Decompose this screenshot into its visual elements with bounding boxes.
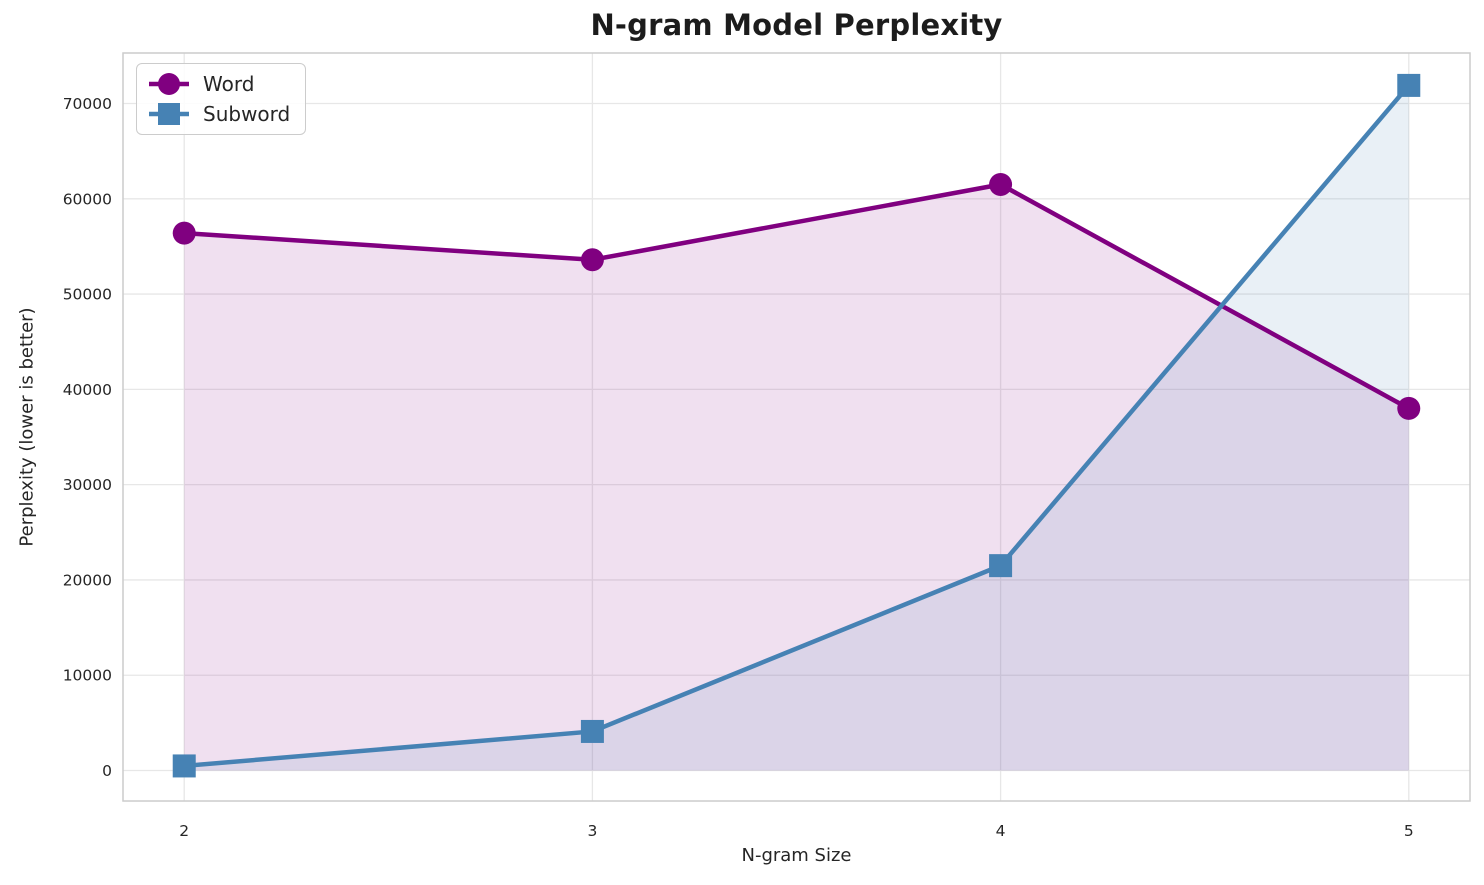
x-tick-label: 5 [1404, 822, 1414, 840]
data-point-subword [989, 554, 1013, 578]
area-fill-subword [184, 85, 1409, 771]
area-fill-word [184, 184, 1409, 771]
chart-title: N-gram Model Perplexity [590, 8, 1003, 42]
data-point-word [1397, 396, 1421, 420]
x-tick-label: 4 [996, 822, 1006, 840]
legend-item-word: Word [147, 69, 290, 99]
x-tick-label: 3 [587, 822, 597, 840]
x-axis-label: N-gram Size [741, 845, 852, 866]
y-tick-label: 10000 [63, 667, 112, 685]
data-point-subword [172, 754, 196, 778]
y-tick-label: 60000 [63, 190, 112, 208]
data-point-word [989, 172, 1013, 196]
legend: Word Subword [136, 63, 307, 135]
y-tick-label: 70000 [63, 95, 112, 113]
series-line-word [184, 182, 1410, 411]
data-point-subword [580, 719, 604, 743]
series-line-subword [184, 83, 1411, 769]
data-point-word [172, 221, 196, 245]
y-tick-label: 50000 [63, 286, 112, 304]
data-point-word [580, 248, 604, 272]
legend-item-subword: Subword [147, 99, 290, 129]
data-point-subword [1397, 73, 1421, 97]
circle-marker-icon [149, 73, 189, 95]
legend-label-subword: Subword [203, 102, 291, 126]
y-tick-label: 40000 [63, 381, 112, 399]
y-axis-label: Perplexity (lower is better) [16, 307, 38, 547]
axes-spines [122, 52, 1471, 802]
x-tick-label: 2 [179, 822, 189, 840]
y-tick-label: 0 [102, 762, 112, 780]
y-tick-label: 30000 [63, 476, 112, 494]
square-marker-icon [149, 103, 189, 125]
legend-label-word: Word [203, 72, 255, 96]
y-tick-label: 20000 [63, 571, 112, 589]
